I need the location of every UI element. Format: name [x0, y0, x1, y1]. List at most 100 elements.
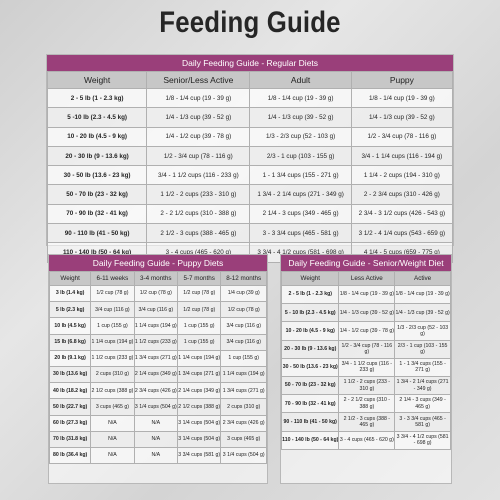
puppy-header-row: Weight 6-11 weeks 3-4 months 5-7 months 8-12…	[48, 271, 267, 286]
puppy-diets-banner: Daily Feeding Guide - Puppy Diets	[49, 255, 267, 271]
table-row: 10 - 20 lb (4.5 - 9 kg) 1/4 - 1/2 cup (39…	[280, 321, 451, 341]
regular-body: 2 - 5 lb (1 - 2.3 kg) 1/8 - 1/4 cup (19 -…	[46, 87, 454, 263]
amount-cell: 1/3 - 2/3 cup (52 - 103 g)	[249, 126, 352, 147]
amount-cell: 1 1/4 cups (194 g)	[176, 349, 222, 367]
amount-cell: 3/4 - 1 1/4 cups (116 - 194 g)	[350, 145, 454, 167]
amount-cell: 2 cups (310 g)	[90, 365, 135, 384]
amount-cell: 1 1/4 cups (194 g)	[90, 333, 135, 351]
weight-cell: 5 -10 lb (2.3 - 4.5 kg)	[46, 107, 148, 128]
amount-cell: 2 1/4 cups (349 g)	[133, 365, 179, 384]
amount-cell: 1 3/4 cups (271 g)	[133, 349, 179, 367]
table-row: 90 - 110 lb (41 - 50 kg) 2 1/2 - 3 cups (…	[46, 223, 454, 244]
senior-weight-diet-table: Daily Feeding Guide - Senior/Weight Diet…	[280, 254, 452, 484]
amount-cell: 1 3/4 cups (271 g)	[220, 382, 267, 400]
amount-cell: 1 1/4 cups (194 g)	[133, 317, 179, 335]
amount-cell: 1/2 cup (78 g)	[133, 284, 179, 303]
table-row: 30 - 50 lb (13.6 - 23 kg) 3/4 - 1 1/2 cup…	[46, 165, 454, 186]
table-row: 70 lb (31.8 kg) N/A N/A 3 1/4 cups (504 g) 3…	[48, 430, 267, 448]
amount-cell: 1 1/4 cups (194 g)	[220, 365, 267, 384]
amount-cell: 1/4 - 1/2 cup (39 - 78 g)	[146, 126, 251, 147]
table-row: 50 lb (22.7 kg) 3 cups (465 g) 3 1/4 cups …	[48, 398, 267, 416]
amount-cell: 3 3/4 cups (581 g)	[176, 446, 222, 465]
weight-cell: 90 - 110 lb (41 - 50 kg)	[46, 223, 148, 244]
weight-cell: 50 - 70 lb (23 - 32 kg)	[280, 375, 340, 396]
amount-cell: 1/2 cup (78 g)	[176, 301, 222, 319]
amount-cell: 2/3 - 1 cup (103 - 155 g)	[249, 145, 352, 167]
weight-cell: 3 lb (1.4 kg)	[48, 284, 92, 303]
table-row: 60 lb (27.3 kg) N/A N/A 3 1/4 cups (504 g) 2…	[48, 414, 267, 432]
amount-cell: N/A	[133, 446, 179, 465]
amount-cell: 1/8 - 1/4 cup (19 - 39 g)	[338, 284, 396, 305]
table-row: 30 lb (13.6 kg) 2 cups (310 g) 2 1/4 cups …	[48, 365, 267, 384]
amount-cell: 3/4 cup (116 g)	[133, 301, 179, 319]
puppy-diets-table: Daily Feeding Guide - Puppy Diets Weight…	[48, 254, 268, 484]
amount-cell: 1/3 - 2/3 cup (52 - 103 g)	[394, 321, 451, 341]
amount-cell: 1/4 - 1/3 cup (39 - 52 g)	[338, 303, 396, 323]
senior-body: 2 - 5 lb (1 - 2.3 kg) 1/8 - 1/4 cup (19 -…	[280, 284, 451, 450]
amount-cell: 2 1/2 - 3 cups (388 - 465 g)	[146, 223, 251, 244]
amount-cell: 1/4 - 1/3 cup (39 - 52 g)	[146, 107, 251, 128]
amount-cell: 1 1/2 - 2 cups (233 - 310 g)	[338, 375, 396, 396]
amount-cell: 1/8 - 1/4 cup (19 - 39 g)	[146, 87, 251, 109]
senior-column-header: Weight	[280, 271, 340, 286]
table-row: 5 lb (2.3 kg) 3/4 cup (116 g) 3/4 cup (116…	[48, 301, 267, 319]
amount-cell: 2 3/4 cups (426 g)	[220, 414, 267, 432]
amount-cell: 3 1/4 cups (504 g)	[220, 446, 267, 465]
senior-weight-banner: Daily Feeding Guide - Senior/Weight Diet	[281, 255, 451, 271]
amount-cell: 1/4 - 1/2 cup (39 - 78 g)	[338, 321, 396, 341]
amount-cell: 1/8 - 1/4 cup (19 - 39 g)	[350, 87, 454, 109]
puppy-column-header: 6-11 weeks	[90, 271, 135, 286]
amount-cell: 1 - 1 3/4 cups (155 - 271 g)	[249, 165, 352, 186]
weight-cell: 10 - 20 lb (4.5 - 9 kg)	[46, 126, 148, 147]
weight-cell: 110 - 140 lb (50 - 64 kg)	[280, 430, 340, 450]
weight-cell: 5 - 10 lb (2.3 - 4.5 kg)	[280, 303, 340, 323]
amount-cell: 3 cups (465 g)	[90, 398, 135, 416]
table-row: 70 - 90 lb (32 - 41 kg) 2 - 2 1/2 cups (3…	[46, 203, 454, 225]
amount-cell: 1 1/4 - 2 cups (194 - 310 g)	[350, 165, 454, 186]
amount-cell: 3 1/4 cups (504 g)	[176, 414, 222, 432]
table-row: 50 - 70 lb (23 - 32 kg) 1 1/2 - 2 cups (2…	[280, 375, 451, 396]
amount-cell: 1/8 - 1/4 cup (19 - 39 g)	[394, 284, 451, 305]
regular-column-header: Senior/Less Active	[146, 71, 251, 89]
amount-cell: 3/4 cup (116 g)	[220, 333, 267, 351]
weight-cell: 80 lb (36.4 kg)	[48, 446, 92, 465]
regular-header-row: Weight Senior/Less Active Adult Puppy	[46, 71, 454, 89]
amount-cell: 3/4 - 1 1/2 cups (116 - 233 g)	[146, 165, 251, 186]
table-row: 3 lb (1.4 kg) 1/2 cup (78 g) 1/2 cup (78 g…	[48, 284, 267, 303]
regular-diets-table: Daily Feeding Guide - Regular Diets Weig…	[46, 54, 454, 263]
regular-column-header: Adult	[249, 71, 352, 89]
amount-cell: N/A	[133, 414, 179, 432]
amount-cell: 1/2 - 3/4 cup (78 - 116 g)	[146, 145, 251, 167]
senior-header-row: Weight Less Active Active	[280, 271, 451, 286]
amount-cell: 2 1/2 cups (388 g)	[176, 398, 222, 416]
table-row: 10 - 20 lb (4.5 - 9 kg) 1/4 - 1/2 cup (39…	[46, 126, 454, 147]
weight-cell: 90 - 110 lb (41 - 50 kg)	[280, 412, 340, 432]
amount-cell: 1 3/4 cups (271 g)	[176, 365, 222, 384]
table-row: 30 - 50 lb (13.6 - 23 kg) 3/4 - 1 1/2 cup…	[280, 357, 451, 377]
table-row: 20 lb (9.1 kg) 1 1/2 cups (233 g) 1 3/4 cu…	[48, 349, 267, 367]
table-row: 5 - 10 lb (2.3 - 4.5 kg) 1/4 - 1/3 cup (3…	[280, 303, 451, 323]
weight-cell: 70 lb (31.8 kg)	[48, 430, 92, 448]
amount-cell: 1/2 - 3/4 cup (78 - 116 g)	[350, 126, 454, 147]
amount-cell: 2 - 2 1/2 cups (310 - 388 g)	[338, 394, 396, 414]
amount-cell: 1 cup (155 g)	[176, 317, 222, 335]
amount-cell: N/A	[90, 430, 135, 448]
weight-cell: 70 - 90 lb (32 - 41 kg)	[280, 394, 340, 414]
weight-cell: 30 - 50 lb (13.6 - 23 kg)	[280, 357, 340, 377]
weight-cell: 70 - 90 lb (32 - 41 kg)	[46, 203, 148, 225]
table-row: 40 lb (18.2 kg) 2 1/2 cups (388 g) 2 3/4 c…	[48, 382, 267, 400]
amount-cell: 1/4 - 1/3 cup (39 - 52 g)	[350, 107, 454, 128]
table-row: 2 - 5 lb (1 - 2.3 kg) 1/8 - 1/4 cup (19 -…	[280, 284, 451, 305]
amount-cell: 3/4 cup (116 g)	[220, 317, 267, 335]
amount-cell: 1 1/2 cups (233 g)	[133, 333, 179, 351]
amount-cell: 2 3/4 - 3 1/2 cups (426 - 543 g)	[350, 203, 454, 225]
puppy-column-header: 8-12 months	[220, 271, 267, 286]
amount-cell: 3 1/2 - 4 1/4 cups (543 - 659 g)	[350, 223, 454, 244]
table-row: 110 - 140 lb (50 - 64 kg) 3 - 4 cups (465…	[280, 430, 451, 450]
amount-cell: 3/4 cup (116 g)	[90, 301, 135, 319]
amount-cell: 2 1/2 cups (388 g)	[90, 382, 135, 400]
amount-cell: 3 cups (465 g)	[220, 430, 267, 448]
amount-cell: 1 - 1 3/4 cups (155 - 271 g)	[394, 357, 451, 377]
weight-cell: 15 lb (6.8 kg)	[48, 333, 92, 351]
amount-cell: 1/4 cup (39 g)	[220, 284, 267, 303]
